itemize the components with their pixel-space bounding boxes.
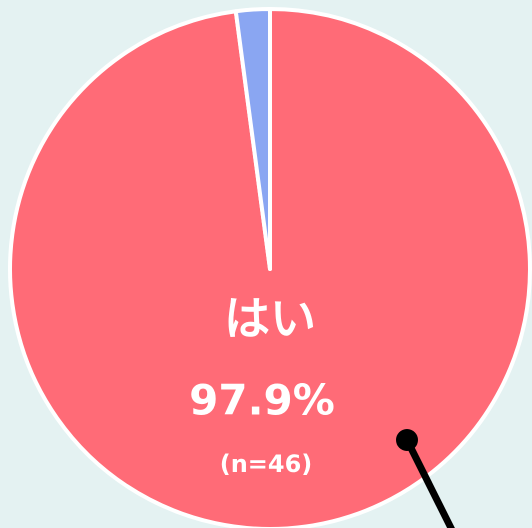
value-label: 97.9% bbox=[189, 376, 335, 425]
leader-line bbox=[403, 438, 455, 528]
slice-label: はい bbox=[224, 292, 316, 346]
annotation: (n=46) bbox=[220, 450, 313, 478]
pie-slice bbox=[8, 7, 532, 528]
pie-slice bbox=[233, 7, 272, 271]
pie bbox=[8, 7, 532, 528]
leader-dot bbox=[396, 429, 418, 451]
